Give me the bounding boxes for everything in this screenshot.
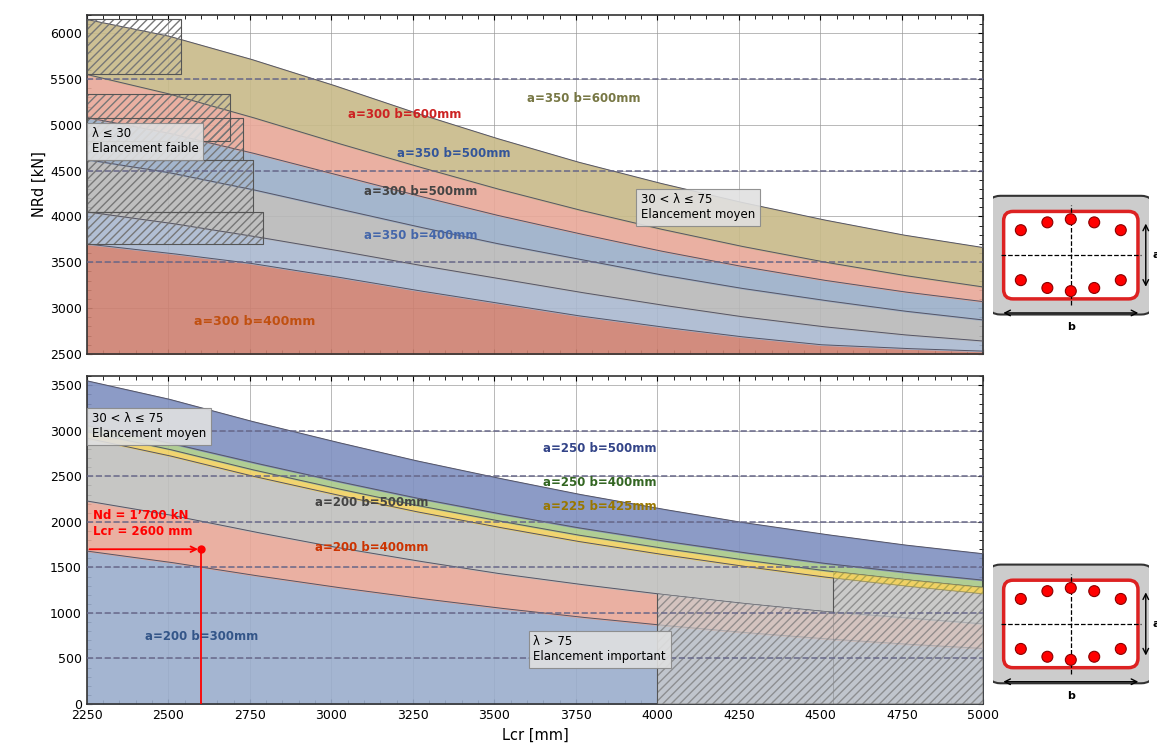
Bar xyxy=(87,19,182,74)
Text: a=200 b=500mm: a=200 b=500mm xyxy=(315,495,428,509)
Circle shape xyxy=(1016,275,1026,285)
Text: a=300 b=400mm: a=300 b=400mm xyxy=(194,314,316,328)
Circle shape xyxy=(1089,651,1099,662)
Text: a=300 b=500mm: a=300 b=500mm xyxy=(364,186,478,198)
Text: a=350 b=600mm: a=350 b=600mm xyxy=(526,92,641,105)
Bar xyxy=(87,159,253,212)
FancyBboxPatch shape xyxy=(1003,212,1138,299)
Text: 30 < λ ≤ 75
Elancement moyen: 30 < λ ≤ 75 Elancement moyen xyxy=(641,193,756,221)
Bar xyxy=(87,94,230,142)
Circle shape xyxy=(1042,217,1053,228)
Text: a=200 b=300mm: a=200 b=300mm xyxy=(146,630,259,643)
Text: Lcr = 2600 mm: Lcr = 2600 mm xyxy=(94,524,193,538)
Text: 30 < λ ≤ 75
Elancement moyen: 30 < λ ≤ 75 Elancement moyen xyxy=(91,412,206,440)
Circle shape xyxy=(1089,217,1099,228)
FancyBboxPatch shape xyxy=(1003,580,1138,668)
FancyBboxPatch shape xyxy=(988,196,1154,314)
Text: λ ≤ 30
Elancement faible: λ ≤ 30 Elancement faible xyxy=(91,127,198,155)
Bar xyxy=(87,159,253,212)
Circle shape xyxy=(1066,583,1076,594)
Text: a=225 b=425mm: a=225 b=425mm xyxy=(544,500,657,513)
Text: Nd = 1’700 kN: Nd = 1’700 kN xyxy=(94,509,189,522)
Circle shape xyxy=(1016,225,1026,235)
Circle shape xyxy=(1115,644,1126,654)
Circle shape xyxy=(1066,654,1076,665)
Bar xyxy=(87,212,263,244)
Circle shape xyxy=(1016,644,1026,654)
X-axis label: Lcr [mm]: Lcr [mm] xyxy=(502,727,568,743)
Y-axis label: NRd [kN]: NRd [kN] xyxy=(32,151,47,218)
Text: a=350 b=500mm: a=350 b=500mm xyxy=(397,147,510,160)
Text: a=250 b=400mm: a=250 b=400mm xyxy=(544,476,657,489)
Text: λ > 75
Elancement important: λ > 75 Elancement important xyxy=(533,635,666,663)
Circle shape xyxy=(1042,282,1053,294)
Bar xyxy=(87,94,230,142)
Text: a=200 b=400mm: a=200 b=400mm xyxy=(315,541,428,554)
Text: a=300 b=600mm: a=300 b=600mm xyxy=(347,107,460,121)
Circle shape xyxy=(1042,586,1053,597)
Circle shape xyxy=(1089,586,1099,597)
Circle shape xyxy=(1042,651,1053,662)
Circle shape xyxy=(1089,282,1099,294)
Circle shape xyxy=(1066,285,1076,297)
FancyBboxPatch shape xyxy=(988,565,1154,683)
Text: b: b xyxy=(1067,691,1075,701)
Circle shape xyxy=(1115,594,1126,604)
Text: b: b xyxy=(1067,323,1075,332)
Bar xyxy=(87,19,182,74)
Bar xyxy=(87,212,263,244)
Circle shape xyxy=(1115,275,1126,285)
Text: a=350 b=400mm: a=350 b=400mm xyxy=(364,229,478,242)
Bar xyxy=(87,118,243,159)
Text: a: a xyxy=(1152,619,1157,629)
Circle shape xyxy=(1115,225,1126,235)
Text: a: a xyxy=(1152,250,1157,260)
Bar xyxy=(87,118,243,159)
Circle shape xyxy=(1016,594,1026,604)
Text: a=250 b=500mm: a=250 b=500mm xyxy=(544,442,657,454)
Circle shape xyxy=(1066,214,1076,225)
